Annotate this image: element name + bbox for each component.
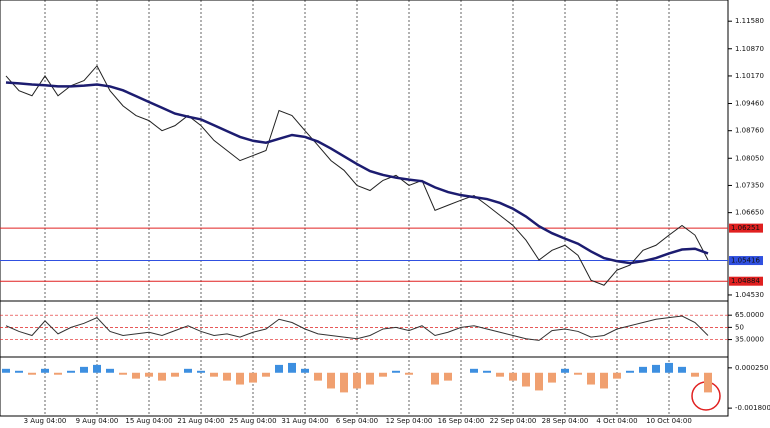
- histogram-bar: [561, 368, 569, 373]
- histogram-bar: [626, 370, 634, 373]
- series-line: [5, 64, 709, 286]
- histogram-bar: [470, 368, 478, 373]
- histogram-bar: [548, 372, 556, 383]
- histogram-bar: [223, 372, 231, 381]
- y-tick-label: 1.04530: [735, 291, 764, 299]
- price-label: 1.06251: [731, 224, 760, 232]
- histogram-bar: [132, 372, 140, 379]
- price-label: 1.05416: [731, 257, 760, 265]
- price-label-bg: [729, 276, 763, 286]
- histogram-bar: [184, 368, 192, 373]
- histogram-bar: [639, 366, 647, 373]
- x-tick-label: 16 Sep 04:00: [438, 417, 485, 425]
- x-tick-label: 10 Oct 04:00: [646, 417, 692, 425]
- histogram-bar: [665, 362, 673, 373]
- histogram-bar: [314, 372, 322, 381]
- series-line: [5, 81, 709, 265]
- histogram-bar: [587, 372, 595, 385]
- histogram-bar: [509, 372, 517, 381]
- histogram-bar: [171, 372, 179, 377]
- histogram-bar: [405, 372, 413, 375]
- x-tick-label: 9 Aug 04:00: [76, 417, 119, 425]
- histogram-bar: [288, 362, 296, 373]
- histogram-bar: [275, 364, 283, 373]
- histogram-bar: [67, 370, 75, 373]
- y-tick-label: 65.0000: [735, 311, 764, 319]
- histogram-bar: [41, 368, 49, 373]
- y-tick-label: 1.09460: [735, 100, 764, 108]
- series-line: [5, 315, 709, 341]
- histogram-bar: [652, 364, 660, 373]
- histogram-bar: [678, 366, 686, 373]
- histogram-bar: [106, 368, 114, 373]
- y-tick-label: 0.000250: [735, 364, 768, 372]
- y-tick-label: 1.07350: [735, 181, 764, 189]
- x-tick-label: 28 Sep 04:00: [542, 417, 589, 425]
- x-tick-label: 25 Aug 04:00: [229, 417, 276, 425]
- price-label-bg: [729, 256, 763, 266]
- x-tick-label: 22 Sep 04:00: [490, 417, 537, 425]
- histogram-bar: [379, 372, 387, 377]
- histogram-bar: [366, 372, 374, 385]
- histogram-bar: [93, 364, 101, 373]
- histogram-bar: [262, 372, 270, 377]
- histogram-bar: [80, 366, 88, 373]
- y-tick-label: -0.001800: [735, 404, 770, 412]
- y-tick-label: 1.06650: [735, 209, 764, 217]
- histogram-bar: [2, 368, 10, 373]
- x-tick-label: 4 Oct 04:00: [596, 417, 637, 425]
- histogram-bar: [522, 372, 530, 387]
- histogram-bar: [145, 372, 153, 377]
- histogram-bar: [236, 372, 244, 385]
- y-tick-label: 1.10170: [735, 72, 764, 80]
- histogram-bar: [197, 370, 205, 373]
- histogram-bar: [704, 372, 712, 393]
- plot-frame: [0, 0, 729, 417]
- histogram-bar: [158, 372, 166, 381]
- price-label: 1.04884: [731, 277, 760, 285]
- histogram-bar: [535, 372, 543, 391]
- x-tick-label: 6 Sep 04:00: [336, 417, 378, 425]
- histogram-bar: [691, 372, 699, 377]
- histogram-bar: [249, 372, 257, 383]
- x-tick-label: 21 Aug 04:00: [177, 417, 224, 425]
- x-tick-label: 15 Aug 04:00: [125, 417, 172, 425]
- y-tick-label: 1.08760: [735, 127, 764, 135]
- histogram-bar: [444, 372, 452, 381]
- histogram-bar: [574, 372, 582, 375]
- histogram-bar: [210, 372, 218, 377]
- histogram-bar: [15, 370, 23, 373]
- price-label-bg: [729, 223, 763, 233]
- y-tick-label: 1.11580: [735, 17, 764, 25]
- histogram-bar: [119, 372, 127, 375]
- histogram-bar: [54, 372, 62, 375]
- x-tick-label: 12 Sep 04:00: [386, 417, 433, 425]
- histogram-bar: [28, 372, 36, 375]
- histogram-bar: [431, 372, 439, 385]
- y-tick-label: 1.08050: [735, 154, 764, 162]
- histogram-bar: [353, 372, 361, 389]
- histogram-bar: [340, 372, 348, 393]
- histogram-bar: [301, 368, 309, 373]
- histogram-bar: [613, 372, 621, 379]
- histogram-bar: [496, 372, 504, 377]
- y-tick-label: 50: [735, 323, 744, 331]
- histogram-bar: [327, 372, 335, 389]
- histogram-bar: [483, 370, 491, 373]
- histogram-bar: [600, 372, 608, 389]
- y-tick-label: 35.0000: [735, 336, 764, 344]
- y-tick-label: 1.10870: [735, 45, 764, 53]
- histogram-bar: [392, 370, 400, 373]
- x-tick-label: 3 Aug 04:00: [24, 417, 67, 425]
- x-tick-label: 31 Aug 04:00: [281, 417, 328, 425]
